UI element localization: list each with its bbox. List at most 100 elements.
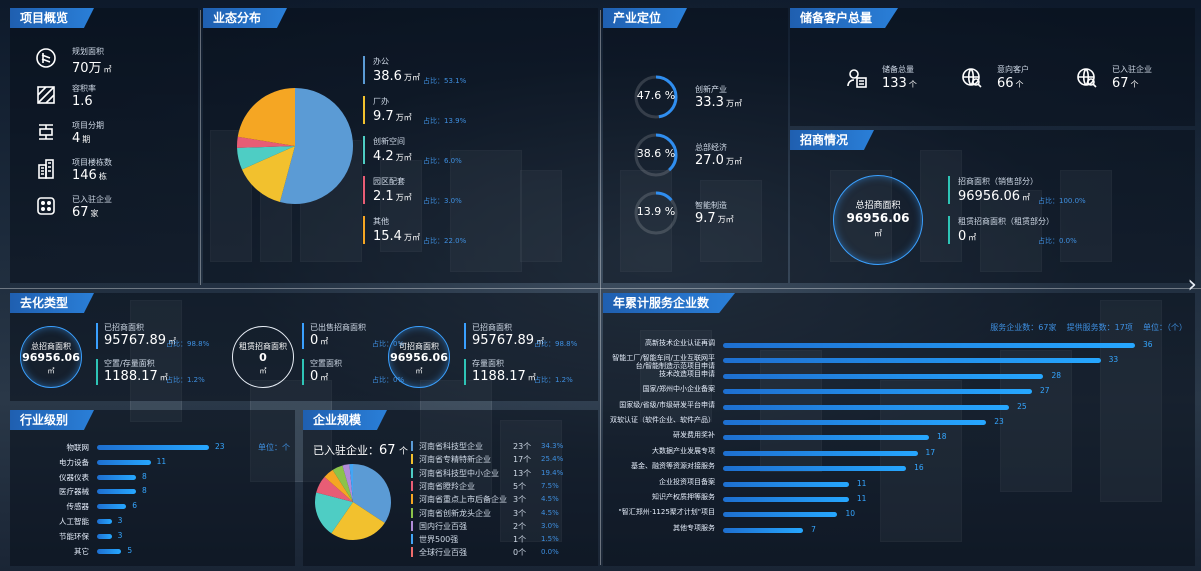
destock-item-pct: 占比：98.8%	[166, 340, 210, 348]
scale-pie-slice	[331, 502, 385, 540]
scale-item-label: 河南省创新龙头企业	[419, 508, 491, 518]
scale-item-pct: 25.4%	[541, 455, 564, 464]
service-item-label: 大数据产业发展专项	[652, 446, 715, 455]
investment-value-unit: ㎡	[968, 233, 977, 242]
industry-item-value: 33.3 万㎡	[695, 95, 742, 110]
destock-color-bar	[96, 359, 98, 385]
scale-item-label: 世界500强	[419, 535, 459, 545]
business-value-number: 4.2	[373, 149, 394, 164]
service-item-value: 36	[1143, 340, 1153, 349]
scale-pie-slice	[316, 476, 353, 502]
destock-item-value: 0 ㎡	[310, 369, 328, 384]
reserve-panel: 储备客户总量 储备总量 133 个意向客户 66 个已入驻企业 67 个	[790, 8, 1195, 126]
industry-value-number: 9.7	[695, 211, 716, 226]
service-item-value: 11	[856, 494, 867, 503]
investment-title: 招商情况	[790, 130, 875, 150]
destock-value-unit: ㎡	[320, 337, 329, 346]
business-item-label: 创新空间	[373, 137, 405, 146]
level-item-value: 3	[117, 516, 123, 525]
service-item-label: 技术改造项目申请	[659, 369, 715, 378]
scale-item-count: 23个	[513, 442, 532, 451]
destock-color-bar	[96, 323, 98, 349]
overview-value-number: 146	[72, 168, 97, 183]
destock-item-pct: 占比：1.2%	[534, 376, 573, 384]
reserve-value-unit: 个	[1130, 80, 1139, 89]
level-item-value: 5	[127, 545, 133, 555]
investment-value-number: 96956.06	[958, 189, 1021, 204]
scale-item-label: 河南省重点上市后备企业	[419, 495, 507, 505]
phase-icon	[34, 120, 58, 144]
grid-icon	[34, 194, 58, 218]
reserve-value-number: 66	[997, 76, 1014, 91]
overview-item-label: 容积率	[72, 84, 96, 93]
business-panel: 业态分布 办公 38.6 万㎡ 占比：53.1% 厂办 9.7 万㎡ 占比：13.9% 创新空间…	[203, 8, 598, 283]
industry-item-label: 智能制造	[695, 201, 727, 210]
industry-item-value: 9.7 万㎡	[695, 211, 734, 226]
service-bar	[723, 358, 1101, 364]
scale-pie-slice	[315, 492, 353, 534]
destock-ring-value: 0	[259, 351, 267, 364]
level-item-label: 医疗器械	[59, 487, 89, 497]
overview-item-label: 已入驻企业	[72, 195, 112, 204]
business-value-number: 2.1	[373, 189, 394, 204]
overview-value-unit: 家	[90, 209, 99, 218]
service-bar	[723, 420, 987, 425]
business-pie-slice	[237, 88, 295, 146]
scale-pie-slice	[353, 464, 391, 523]
investment-value-number: 0	[958, 229, 967, 244]
scale-pie-slice	[324, 469, 353, 502]
destock-value-number: 1188.17	[104, 369, 158, 384]
service-bar	[723, 389, 1032, 395]
destock-item-label: 已出售招商面积	[310, 323, 366, 332]
business-item-label: 办公	[373, 57, 389, 66]
level-item-value: 8	[141, 471, 147, 481]
scale-item-pct: 3.0%	[541, 521, 559, 530]
level-bar	[97, 445, 209, 450]
destock-value-unit: ㎡	[527, 373, 536, 382]
business-value-unit: 万㎡	[395, 113, 412, 122]
investment-ring-label: 总招商面积	[855, 201, 901, 211]
destock-value-number: 95767.89	[104, 333, 167, 348]
scale-color-bar	[411, 467, 413, 478]
scale-entered-unit: 个	[399, 447, 409, 457]
service-item-label: 国家级/省级/市级研发平台申请	[619, 400, 715, 409]
business-item-label: 园区配套	[373, 177, 405, 186]
scale-entered: 已入驻企业：67 个	[313, 442, 408, 458]
destock-item-pct: 占比：0%	[372, 340, 405, 348]
industry-gauge-arc	[634, 191, 678, 235]
scale-item-label: 河南省瞪羚企业	[419, 481, 475, 491]
divider	[600, 10, 601, 565]
reserve-value-unit: 个	[908, 80, 917, 89]
business-pie-slice	[279, 88, 353, 204]
industry-gauge-arc	[634, 133, 678, 177]
destock-ring-value: 96956.06	[390, 351, 448, 364]
industry-gauge	[634, 191, 678, 235]
chevron-right-icon[interactable]: ›	[1187, 270, 1197, 298]
level-unit-legend: 单位：个	[258, 443, 290, 452]
industry-item-pct: 13.9 %	[636, 205, 676, 218]
investment-ring: 总招商面积 96956.06 ㎡	[833, 175, 923, 265]
business-item-value: 4.2 万㎡	[373, 149, 412, 164]
service-item-value: 33	[1108, 355, 1119, 365]
reserve-value-number: 67	[1112, 76, 1129, 91]
business-item-value: 9.7 万㎡	[373, 109, 412, 124]
destock-color-bar	[302, 359, 304, 385]
building-icon	[34, 157, 58, 181]
business-color-bar	[363, 56, 365, 84]
business-color-bar	[363, 216, 365, 244]
business-pie-slice	[237, 136, 295, 148]
level-item-value: 8	[141, 486, 147, 496]
scale-color-bar	[411, 441, 413, 451]
destock-value-unit: ㎡	[536, 337, 545, 346]
industry-gauge-arc	[634, 75, 678, 119]
scale-entered-label: 已入驻企业：	[313, 444, 379, 457]
level-bar	[97, 519, 112, 524]
investment-ring-value: 96956.06	[846, 211, 910, 225]
destock-ring-unit: ㎡	[415, 367, 423, 375]
destock-ring-unit: ㎡	[47, 367, 55, 375]
service-item-value: 7	[811, 524, 816, 534]
overview-title: 项目概览	[10, 8, 95, 28]
service-item-label: 企业投资项目备案	[659, 477, 715, 486]
business-pie-slice	[237, 146, 295, 170]
